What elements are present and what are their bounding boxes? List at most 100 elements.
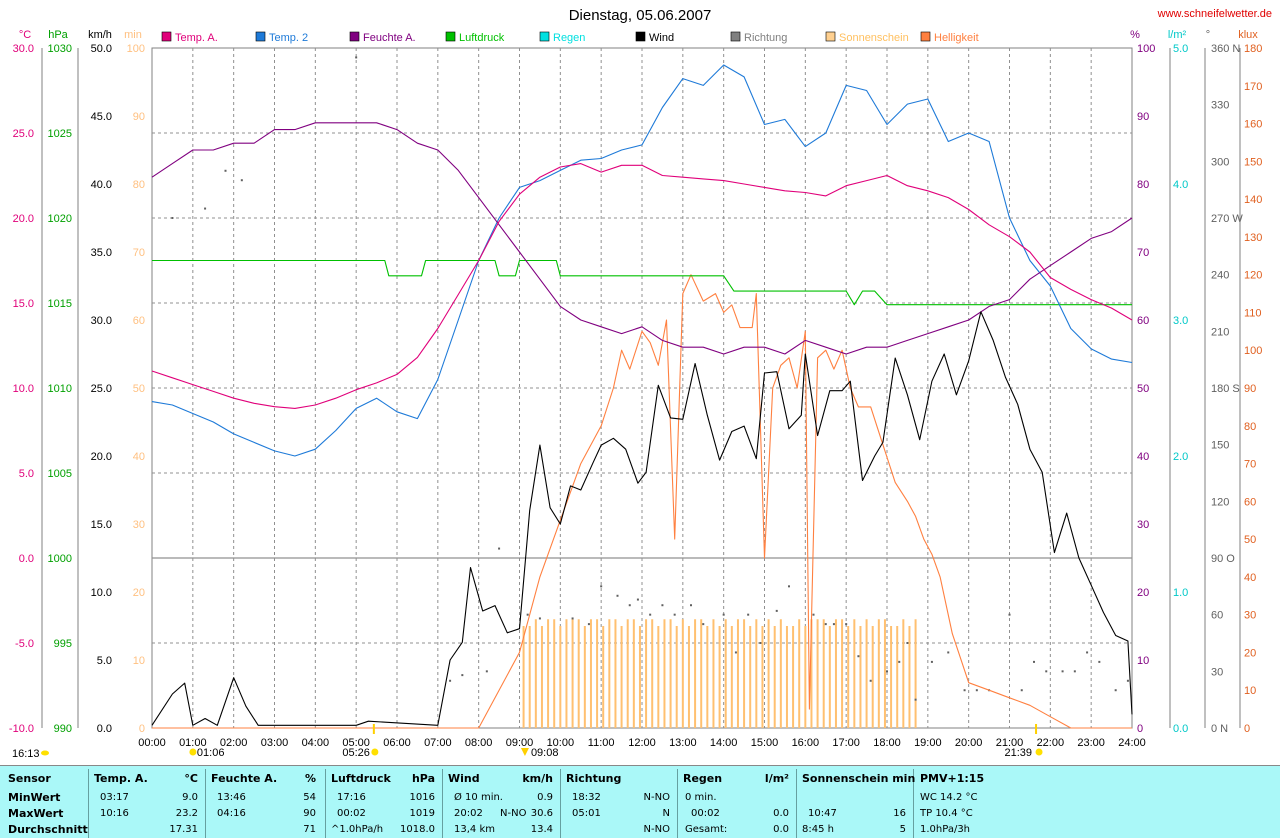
tick-brightness: 70 [1244, 459, 1256, 471]
tick-humidity: 20 [1137, 587, 1149, 599]
tick-direction: 180 S [1211, 383, 1240, 395]
stats-cell: 04:16 [217, 808, 246, 819]
table-divider [796, 769, 797, 838]
tick-wind: 35.0 [91, 247, 112, 259]
axis-unit-pressure: hPa [48, 29, 68, 41]
tick-wind: 40.0 [91, 179, 112, 191]
stats-cell: 0.0 [773, 808, 789, 819]
stats-cell: Gesamt: [685, 824, 728, 835]
legend-swatch [539, 31, 550, 42]
stats-cell: 71 [303, 824, 316, 835]
stats-cell: 10:47 [808, 808, 837, 819]
tick-rain: 1.0 [1173, 587, 1188, 599]
legend-label: Luftdruck [459, 32, 505, 44]
tick-wind: 15.0 [91, 519, 112, 531]
x-tick-label: 08:00 [465, 737, 493, 749]
tick-sunshine: 30 [133, 519, 145, 531]
moonrise-icon [189, 748, 197, 756]
tick-brightness: 150 [1244, 156, 1262, 168]
direction-point [224, 169, 227, 172]
tick-direction: 60 [1211, 610, 1223, 622]
stats-cell: Feuchte A. [211, 772, 278, 785]
tick-temp: 10.0 [13, 383, 34, 395]
stats-cell: 1019 [409, 808, 435, 819]
tick-temp: 25.0 [13, 128, 34, 140]
axis-unit-sunshine: min [124, 29, 142, 41]
stats-cell: 00:02 [691, 808, 720, 819]
x-tick-label: 03:00 [261, 737, 289, 749]
axis-unit-humidity: % [1130, 29, 1140, 41]
direction-point [824, 623, 827, 626]
direction-point [734, 651, 737, 654]
direction-point [722, 613, 725, 616]
tick-brightness: 180 [1244, 43, 1262, 55]
x-tick-label: 09:00 [506, 737, 534, 749]
direction-point [498, 547, 501, 550]
tick-direction: 120 [1211, 496, 1229, 508]
stats-cell: 10:16 [100, 808, 129, 819]
moonrise-time: 01:06 [197, 747, 225, 759]
tick-temp: -5.0 [15, 638, 34, 650]
tick-sunshine: 10 [133, 655, 145, 667]
stats-cell: 16 [893, 808, 906, 819]
stats-cell: ^1.0hPa/h [331, 824, 384, 835]
direction-point [636, 598, 639, 601]
tick-pressure: 1030 [48, 43, 72, 55]
tick-direction: 210 [1211, 326, 1229, 338]
direction-point [1114, 689, 1117, 692]
stats-cell: Sonnenschein min [802, 772, 916, 785]
stats-cell: Temp. A. [94, 772, 148, 785]
direction-point [975, 689, 978, 692]
tick-pressure: 995 [54, 638, 72, 650]
x-tick-label: 02:00 [220, 737, 248, 749]
tick-rain: 0.0 [1173, 723, 1188, 735]
table-divider [325, 769, 326, 838]
table-divider [88, 769, 89, 838]
series-luftdruck [152, 259, 1132, 306]
source-url[interactable]: www.schneifelwetter.de [1157, 8, 1272, 20]
tick-pressure: 1000 [48, 553, 72, 565]
legend-label: Richtung [744, 32, 787, 44]
legend-label: Temp. 2 [269, 32, 308, 44]
tick-pressure: 1020 [48, 213, 72, 225]
direction-point [587, 623, 590, 626]
x-tick-label: 01:00 [179, 737, 207, 749]
direction-point [538, 617, 541, 620]
tick-humidity: 0 [1137, 723, 1143, 735]
table-divider [205, 769, 206, 838]
x-tick-label: 11:00 [588, 737, 615, 749]
tick-pressure: 1005 [48, 468, 72, 480]
tick-direction: 90 O [1211, 553, 1235, 565]
tick-direction: 300 [1211, 156, 1229, 168]
tick-sunshine: 20 [133, 587, 145, 599]
direction-point [1045, 670, 1048, 673]
tick-pressure: 1025 [48, 128, 72, 140]
tick-brightness: 90 [1244, 383, 1256, 395]
series-group [151, 56, 1133, 729]
sun-moon-markers: 01:06 05:26 09:08 21:39 16:13 [12, 724, 1043, 760]
tick-humidity: 30 [1137, 519, 1149, 531]
tick-rain: 2.0 [1173, 451, 1188, 463]
tick-brightness: 100 [1244, 345, 1262, 357]
legend-label: Feuchte A. [363, 32, 416, 44]
stats-cell: 8:45 h [802, 824, 834, 835]
direction-point [963, 689, 966, 692]
tick-humidity: 100 [1137, 43, 1155, 55]
tick-sunshine: 100 [127, 43, 145, 55]
stats-cell: 0 min. [685, 792, 717, 803]
direction-point [616, 594, 619, 597]
stats-cell: 18:32 [572, 792, 601, 803]
tick-direction: 270 W [1211, 213, 1243, 225]
moonset-time: 09:08 [531, 747, 559, 759]
tick-pressure: 990 [54, 723, 72, 735]
stats-cell: l/m² [764, 772, 789, 785]
direction-point [240, 179, 243, 182]
tick-brightness: 50 [1244, 534, 1256, 546]
tick-sunshine: 70 [133, 247, 145, 259]
stats-cell: Wind [448, 772, 480, 785]
axis-unit-rain: l/m² [1168, 29, 1187, 41]
direction-point [832, 623, 835, 626]
legend-swatch [825, 31, 836, 42]
direction-point [702, 623, 705, 626]
direction-point [1033, 660, 1035, 663]
